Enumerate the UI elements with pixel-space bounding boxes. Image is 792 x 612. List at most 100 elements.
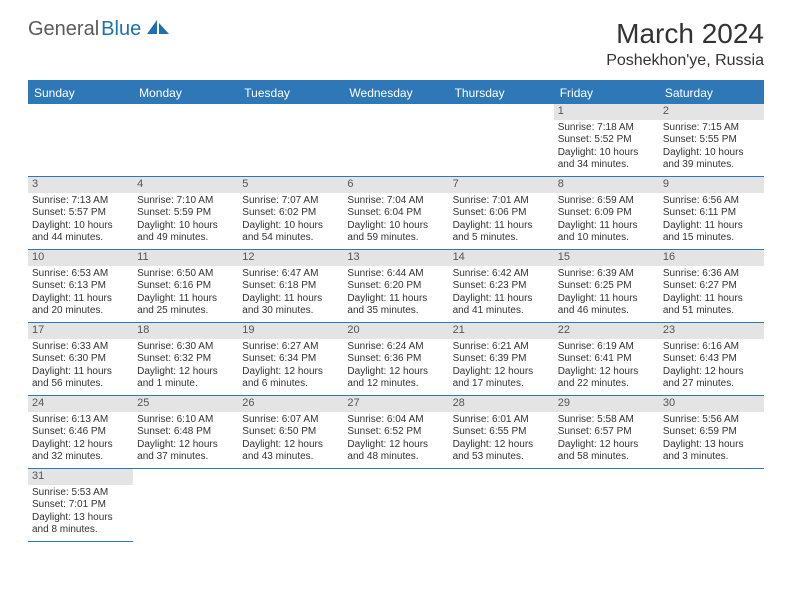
day-cell: 9Sunrise: 6:56 AMSunset: 6:11 PMDaylight… bbox=[659, 177, 764, 249]
day-body: Sunrise: 5:56 AMSunset: 6:59 PMDaylight:… bbox=[659, 412, 764, 468]
sunset-text: Sunset: 7:01 PM bbox=[32, 499, 129, 512]
day-cell: 4Sunrise: 7:10 AMSunset: 5:59 PMDaylight… bbox=[133, 177, 238, 249]
daylight-text: Daylight: 11 hours and 10 minutes. bbox=[558, 220, 655, 245]
sunrise-text: Sunrise: 5:58 AM bbox=[558, 414, 655, 427]
day-number: 14 bbox=[449, 250, 554, 266]
day-body bbox=[133, 120, 238, 126]
sunset-text: Sunset: 6:20 PM bbox=[347, 280, 444, 293]
day-body: Sunrise: 5:53 AMSunset: 7:01 PMDaylight:… bbox=[28, 485, 133, 541]
day-number bbox=[28, 104, 133, 120]
day-number: 24 bbox=[28, 396, 133, 412]
sunrise-text: Sunrise: 6:42 AM bbox=[453, 268, 550, 281]
day-cell: 15Sunrise: 6:39 AMSunset: 6:25 PMDayligh… bbox=[554, 250, 659, 322]
day-body bbox=[238, 120, 343, 126]
day-number bbox=[343, 469, 448, 485]
sunrise-text: Sunrise: 6:24 AM bbox=[347, 341, 444, 354]
sunset-text: Sunset: 6:06 PM bbox=[453, 207, 550, 220]
day-number: 20 bbox=[343, 323, 448, 339]
day-number: 21 bbox=[449, 323, 554, 339]
sunset-text: Sunset: 6:04 PM bbox=[347, 207, 444, 220]
daylight-text: Daylight: 13 hours and 8 minutes. bbox=[32, 512, 129, 537]
calendar: Sunday Monday Tuesday Wednesday Thursday… bbox=[28, 80, 764, 542]
day-cell: 21Sunrise: 6:21 AMSunset: 6:39 PMDayligh… bbox=[449, 323, 554, 395]
sunrise-text: Sunrise: 7:15 AM bbox=[663, 122, 760, 135]
day-cell bbox=[554, 469, 659, 542]
sunset-text: Sunset: 6:48 PM bbox=[137, 426, 234, 439]
sunrise-text: Sunrise: 6:36 AM bbox=[663, 268, 760, 281]
day-body: Sunrise: 7:18 AMSunset: 5:52 PMDaylight:… bbox=[554, 120, 659, 176]
day-number bbox=[238, 104, 343, 120]
day-body: Sunrise: 7:13 AMSunset: 5:57 PMDaylight:… bbox=[28, 193, 133, 249]
day-cell: 26Sunrise: 6:07 AMSunset: 6:50 PMDayligh… bbox=[238, 396, 343, 468]
day-number: 15 bbox=[554, 250, 659, 266]
day-cell: 23Sunrise: 6:16 AMSunset: 6:43 PMDayligh… bbox=[659, 323, 764, 395]
dow-header: Sunday Monday Tuesday Wednesday Thursday… bbox=[28, 82, 764, 104]
day-cell: 30Sunrise: 5:56 AMSunset: 6:59 PMDayligh… bbox=[659, 396, 764, 468]
day-body: Sunrise: 6:39 AMSunset: 6:25 PMDaylight:… bbox=[554, 266, 659, 322]
day-cell bbox=[343, 104, 448, 176]
sunset-text: Sunset: 6:32 PM bbox=[137, 353, 234, 366]
day-number: 3 bbox=[28, 177, 133, 193]
day-number: 25 bbox=[133, 396, 238, 412]
day-cell: 22Sunrise: 6:19 AMSunset: 6:41 PMDayligh… bbox=[554, 323, 659, 395]
daylight-text: Daylight: 12 hours and 1 minute. bbox=[137, 366, 234, 391]
sunset-text: Sunset: 6:18 PM bbox=[242, 280, 339, 293]
daylight-text: Daylight: 12 hours and 6 minutes. bbox=[242, 366, 339, 391]
day-body bbox=[449, 485, 554, 491]
daylight-text: Daylight: 12 hours and 37 minutes. bbox=[137, 439, 234, 464]
daylight-text: Daylight: 11 hours and 5 minutes. bbox=[453, 220, 550, 245]
day-body: Sunrise: 6:30 AMSunset: 6:32 PMDaylight:… bbox=[133, 339, 238, 395]
day-cell: 16Sunrise: 6:36 AMSunset: 6:27 PMDayligh… bbox=[659, 250, 764, 322]
day-body: Sunrise: 6:16 AMSunset: 6:43 PMDaylight:… bbox=[659, 339, 764, 395]
sunset-text: Sunset: 6:02 PM bbox=[242, 207, 339, 220]
sunrise-text: Sunrise: 6:47 AM bbox=[242, 268, 339, 281]
day-body: Sunrise: 7:04 AMSunset: 6:04 PMDaylight:… bbox=[343, 193, 448, 249]
day-cell bbox=[28, 104, 133, 176]
week-row: 10Sunrise: 6:53 AMSunset: 6:13 PMDayligh… bbox=[28, 250, 764, 323]
sunrise-text: Sunrise: 5:56 AM bbox=[663, 414, 760, 427]
daylight-text: Daylight: 11 hours and 20 minutes. bbox=[32, 293, 129, 318]
day-body: Sunrise: 6:04 AMSunset: 6:52 PMDaylight:… bbox=[343, 412, 448, 468]
day-number: 7 bbox=[449, 177, 554, 193]
sunrise-text: Sunrise: 7:01 AM bbox=[453, 195, 550, 208]
daylight-text: Daylight: 11 hours and 46 minutes. bbox=[558, 293, 655, 318]
sunset-text: Sunset: 6:34 PM bbox=[242, 353, 339, 366]
daylight-text: Daylight: 10 hours and 34 minutes. bbox=[558, 147, 655, 172]
day-body: Sunrise: 6:47 AMSunset: 6:18 PMDaylight:… bbox=[238, 266, 343, 322]
sunset-text: Sunset: 5:57 PM bbox=[32, 207, 129, 220]
day-number: 27 bbox=[343, 396, 448, 412]
daylight-text: Daylight: 10 hours and 44 minutes. bbox=[32, 220, 129, 245]
dow-thu: Thursday bbox=[449, 82, 554, 104]
day-body: Sunrise: 7:15 AMSunset: 5:55 PMDaylight:… bbox=[659, 120, 764, 176]
daylight-text: Daylight: 12 hours and 58 minutes. bbox=[558, 439, 655, 464]
day-number: 13 bbox=[343, 250, 448, 266]
day-cell: 20Sunrise: 6:24 AMSunset: 6:36 PMDayligh… bbox=[343, 323, 448, 395]
sunset-text: Sunset: 6:09 PM bbox=[558, 207, 655, 220]
sunset-text: Sunset: 6:25 PM bbox=[558, 280, 655, 293]
sunset-text: Sunset: 6:11 PM bbox=[663, 207, 760, 220]
brand-logo: General Blue bbox=[28, 18, 171, 41]
sunrise-text: Sunrise: 5:53 AM bbox=[32, 487, 129, 500]
sunset-text: Sunset: 6:59 PM bbox=[663, 426, 760, 439]
day-number: 4 bbox=[133, 177, 238, 193]
dow-mon: Monday bbox=[133, 82, 238, 104]
day-cell: 14Sunrise: 6:42 AMSunset: 6:23 PMDayligh… bbox=[449, 250, 554, 322]
day-body: Sunrise: 6:44 AMSunset: 6:20 PMDaylight:… bbox=[343, 266, 448, 322]
day-cell: 8Sunrise: 6:59 AMSunset: 6:09 PMDaylight… bbox=[554, 177, 659, 249]
daylight-text: Daylight: 11 hours and 41 minutes. bbox=[453, 293, 550, 318]
dow-sun: Sunday bbox=[28, 82, 133, 104]
daylight-text: Daylight: 10 hours and 59 minutes. bbox=[347, 220, 444, 245]
day-cell bbox=[659, 469, 764, 542]
daylight-text: Daylight: 11 hours and 25 minutes. bbox=[137, 293, 234, 318]
day-cell bbox=[133, 469, 238, 542]
sunset-text: Sunset: 6:30 PM bbox=[32, 353, 129, 366]
daylight-text: Daylight: 11 hours and 35 minutes. bbox=[347, 293, 444, 318]
week-row: 31Sunrise: 5:53 AMSunset: 7:01 PMDayligh… bbox=[28, 469, 764, 542]
daylight-text: Daylight: 12 hours and 27 minutes. bbox=[663, 366, 760, 391]
daylight-text: Daylight: 11 hours and 51 minutes. bbox=[663, 293, 760, 318]
sunrise-text: Sunrise: 6:27 AM bbox=[242, 341, 339, 354]
day-body bbox=[28, 120, 133, 126]
sunrise-text: Sunrise: 6:13 AM bbox=[32, 414, 129, 427]
sunset-text: Sunset: 6:43 PM bbox=[663, 353, 760, 366]
day-number bbox=[133, 469, 238, 485]
